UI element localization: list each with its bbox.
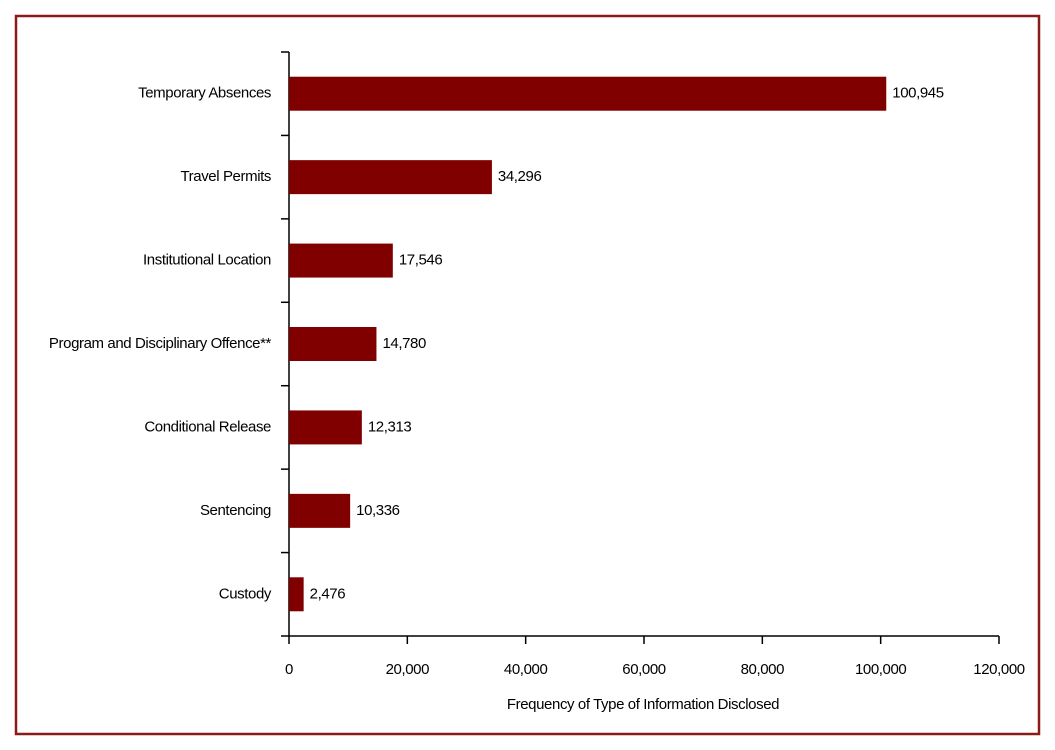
y-tick-label: Travel Permits [180,168,271,185]
x-tick-label: 0 [285,661,293,678]
y-tick-label: Temporary Absences [138,85,271,102]
x-axis-title: Frequency of Type of Information Disclos… [507,696,779,713]
bar [289,410,362,445]
value-label: 34,296 [498,168,542,185]
value-label: 17,546 [399,252,443,269]
x-tick-label: 60,000 [622,661,666,678]
bar [289,76,887,111]
value-label: 14,780 [382,335,426,352]
value-label: 10,336 [356,502,400,519]
x-tick-label: 120,000 [973,661,1024,678]
y-tick-label: Institutional Location [143,252,271,269]
y-tick-label: Sentencing [200,502,271,519]
value-label: 12,313 [368,418,412,435]
x-tick-label: 100,000 [855,661,906,678]
bar [289,577,304,612]
y-tick-label: Program and Disciplinary Offence** [49,335,272,352]
y-tick-label: Custody [219,585,272,602]
bar [289,493,351,528]
x-tick-label: 40,000 [504,661,548,678]
y-tick-label: Conditional Release [144,418,271,435]
bar [289,243,393,278]
value-label: 2,476 [310,585,346,602]
x-tick-label: 80,000 [741,661,785,678]
bar [289,160,492,195]
value-label: 100,945 [892,85,943,102]
bar [289,327,377,361]
x-tick-label: 20,000 [386,661,430,678]
chart-frame [14,14,1041,736]
